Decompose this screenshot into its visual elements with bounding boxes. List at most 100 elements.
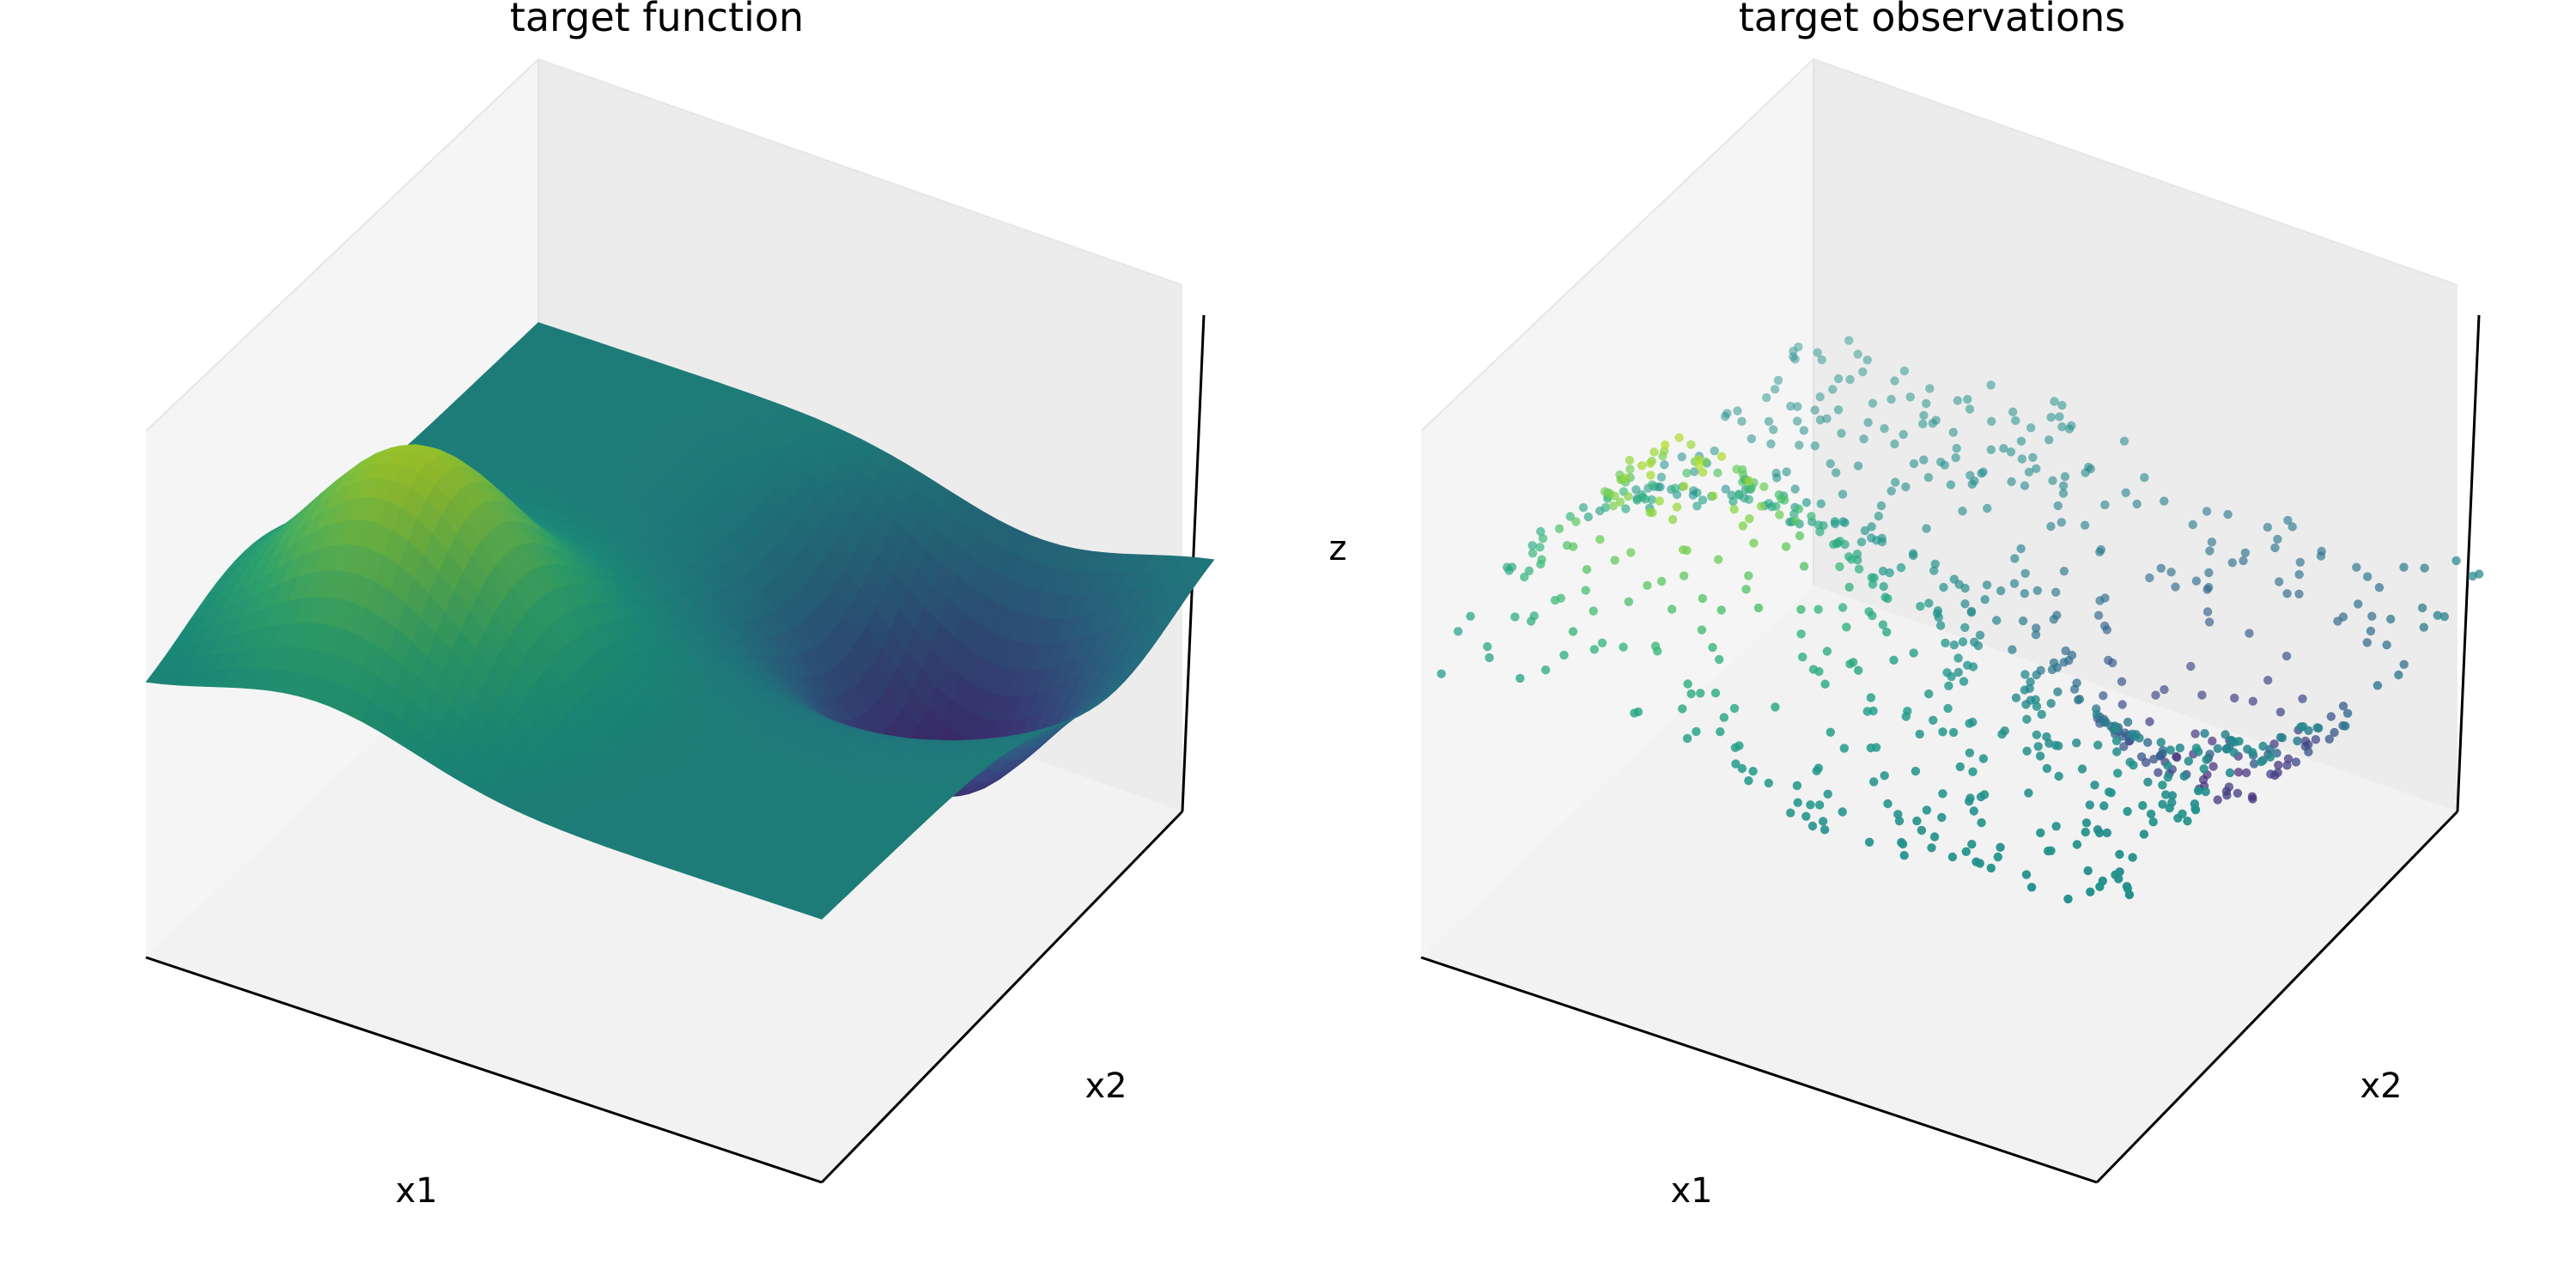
scatter-point [2204,617,2215,627]
scatter-point [2222,744,2232,754]
scatter-x1-label: x1 [1670,1171,1712,1211]
scatter-point [2128,853,2137,862]
scatter-point [1924,598,1934,608]
scatter-point [1919,455,1929,465]
scatter-point [1970,477,1979,486]
scatter-point [1807,821,1818,831]
scatter-point [2031,695,2040,704]
scatter-point [1810,441,1820,451]
scatter-point [2117,677,2127,686]
scatter-point [1854,665,1863,675]
scatter-point [2008,645,2017,654]
scatter-point [1510,612,1520,622]
scatter-point [2111,736,2122,745]
scatter-point [1737,763,1747,774]
scatter-point [2149,755,2159,764]
scatter-point [2042,763,2052,774]
scatter-point [2188,519,2197,530]
scatter-point [1653,647,1662,656]
scatter-point [1730,743,1741,752]
scatter-point [1880,771,1889,781]
scatter-point [2338,612,2348,622]
scatter-point [1716,605,1726,615]
scatter-point [1565,512,1575,521]
scatter-point [1535,543,1545,552]
scatter-point [2102,625,2111,635]
scatter-point [1795,531,1805,541]
scatter-point [2207,538,2217,547]
x1-axis-line [1420,956,2098,1184]
scatter-point [2179,771,2189,781]
scatter-point [1853,461,1863,471]
scatter-point [1883,593,1893,604]
scatter-point [2031,630,2041,640]
scatter-point [2143,777,2153,787]
x2-axis-line [2095,810,2459,1184]
scatter-point [1978,467,1988,477]
scatter-point [1682,468,1692,478]
scatter-point [1864,837,1874,847]
scatter-point [1710,446,1719,456]
scatter-point [1818,817,1828,826]
scatter-point [2093,611,2104,620]
scatter-point [2123,806,2132,817]
scatter-point [1978,754,1989,763]
scatter-point [2165,804,2174,813]
scatter-point [1860,526,1870,536]
scatter-point [1697,625,1707,635]
scatter-point [1516,673,1525,683]
scatter-point [2061,646,2070,656]
scatter-points [1437,336,2484,904]
z-axis-line [2456,314,2481,812]
scatter-point [1943,703,1953,714]
scatter-point [1946,480,1956,489]
scatter-z-label: z [1329,529,1347,568]
scatter-point [1833,374,1844,384]
scatter-point [2006,447,2016,457]
scatter-point [2166,568,2176,577]
scatter-point [2145,717,2154,726]
scatter-point [2248,794,2257,804]
scatter-point [2354,599,2363,609]
scatter-point [1963,394,1972,404]
scatter-point [1738,521,1748,531]
scatter-point [1859,434,1868,444]
scatter-point [1764,416,1774,426]
scatter-point [1891,477,1900,487]
scatter-point [2239,556,2248,566]
scatter-point [1683,679,1692,689]
scatter-point [2072,840,2082,849]
scatter-point [2092,709,2102,720]
scatter-point [2227,735,2236,745]
scatter-point [1952,443,1961,453]
scatter-point [1890,439,1899,449]
scatter-point [1694,460,1704,471]
scatter-point [2117,700,2127,709]
scatter-point [1769,425,1778,434]
scatter-point [2026,423,2036,433]
scatter-point [1792,416,1802,426]
scatter-point [1646,471,1656,480]
scatter-point [2111,723,2122,732]
scatter-point [1692,501,1702,511]
scatter-point [1986,863,1996,873]
scatter-point [2051,587,2061,597]
scatter-point [2049,615,2058,624]
scatter-point [2366,626,2376,636]
scatter-point [1615,497,1625,507]
scatter-point [1670,483,1680,493]
scatter-point [1660,460,1669,470]
scatter-point [2057,400,2067,410]
scatter-point [2016,436,2026,446]
scatter-point [1637,492,1648,502]
scatter-point [1959,677,1969,686]
scatter-point [1894,816,1905,826]
scatter-point [1810,405,1820,415]
scatter-point [1559,650,1569,660]
scatter-point [1975,859,1984,868]
scatter-point [1986,445,1996,454]
scatter-point [1578,502,1589,513]
scatter-point [1749,538,1759,548]
scatter-point [1986,380,1996,390]
scatter-point [2037,709,2046,720]
